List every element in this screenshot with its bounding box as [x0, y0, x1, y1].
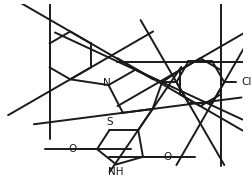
Text: NH: NH	[108, 167, 123, 177]
Text: S: S	[106, 117, 112, 127]
Text: O: O	[163, 152, 171, 162]
Text: O: O	[68, 144, 76, 154]
Text: Cl: Cl	[241, 77, 251, 87]
Text: N: N	[102, 78, 110, 88]
